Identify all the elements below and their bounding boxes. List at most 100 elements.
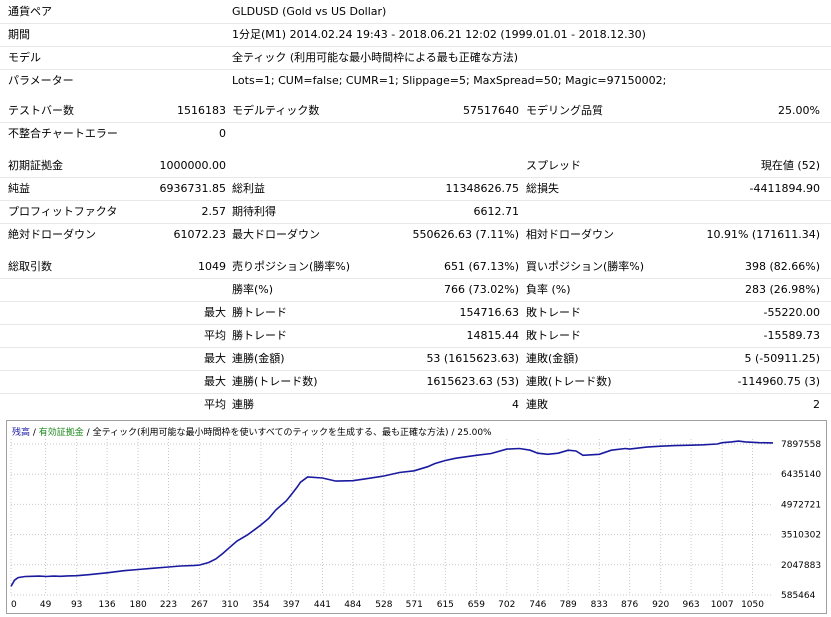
- legend-quality: 25.00%: [457, 428, 492, 438]
- legend-equity: 有効証拠金: [38, 428, 84, 438]
- spread-value: 現在値 (52): [760, 159, 820, 172]
- x-tick-label: 746: [529, 600, 546, 610]
- x-tick-label: 571: [406, 600, 423, 610]
- symbol-label: 通貨ペア: [8, 5, 52, 18]
- graph-legend: 残高 / 有効証拠金 / 全ティック(利用可能な最小時間枠を使いすべてのティック…: [12, 425, 492, 438]
- max-consec-wins-value: 53 (1615623.63): [426, 352, 519, 365]
- balance-graph: 0 49 93 136 180 223 267 310 354 397 441 484 528 571 61…: [6, 420, 827, 614]
- abs-drawdown-label: 絶対ドローダウン: [8, 228, 96, 241]
- average-profit-value: 14815.44: [466, 329, 520, 342]
- short-positions-value: 651 (67.13%): [443, 260, 519, 273]
- y-tick-label: 7897558: [781, 440, 821, 450]
- largest-loss-value: -55220.00: [763, 306, 820, 319]
- rel-drawdown-value: 10.91% (171611.34): [706, 228, 820, 241]
- parameters-value: Lots=1; CUM=false; CUMR=1; Slippage=5; M…: [232, 74, 667, 87]
- y-tick-label: 6435140: [781, 470, 821, 480]
- legend-sep: /: [30, 428, 39, 438]
- net-profit-label: 純益: [8, 182, 30, 195]
- balance-graph-svg: 0 49 93 136 180 223 267 310 354 397 441 484 528 571 61…: [10, 439, 821, 610]
- average-loss-value: -15589.73: [763, 329, 820, 342]
- quality-label: モデリング品質: [526, 104, 603, 117]
- x-tick-label: 397: [283, 600, 300, 610]
- x-tick-label: 223: [160, 600, 177, 610]
- max-consec-count-prefix: 最大: [204, 375, 226, 388]
- spread-label: スプレッド: [526, 159, 581, 172]
- legend-balance: 残高: [12, 428, 31, 438]
- avg-consec-prefix: 平均: [204, 398, 226, 411]
- y-tick-label: 4972721: [781, 500, 821, 510]
- x-tick-label: 876: [621, 600, 638, 610]
- average-profit-label: 勝トレード: [232, 329, 287, 342]
- deposit-label: 初期証拠金: [8, 159, 63, 172]
- largest-profit-value: 154716.63: [459, 306, 520, 319]
- gross-loss-label: 総損失: [526, 182, 559, 195]
- x-tick-label: 1007: [711, 600, 734, 610]
- ticks-value: 57517640: [463, 104, 519, 117]
- model-label: モデル: [8, 51, 41, 64]
- x-tick-label: 267: [191, 600, 208, 610]
- max-consec-profit-label: 連勝(トレード数): [232, 375, 318, 388]
- bars-value: 1516183: [177, 104, 226, 117]
- x-tick-label: 1050: [741, 600, 764, 610]
- x-tick-label: 441: [314, 600, 331, 610]
- x-tick-label: 963: [682, 600, 699, 610]
- loss-trades-value: 283 (26.98%): [744, 283, 820, 296]
- total-trades-label: 総取引数: [8, 260, 52, 273]
- abs-drawdown-value: 61072.23: [173, 228, 227, 241]
- gross-loss-value: -4411894.90: [749, 182, 820, 195]
- x-tick-label: 615: [437, 600, 454, 610]
- max-drawdown-value: 550626.63 (7.11%): [412, 228, 519, 241]
- x-tick-label: 354: [252, 600, 269, 610]
- ticks-label: モデルティック数: [232, 104, 320, 117]
- quality-value: 25.00%: [778, 104, 820, 117]
- mismatch-value: 0: [219, 127, 226, 140]
- long-positions-value: 398 (82.66%): [744, 260, 820, 273]
- gross-profit-label: 総利益: [232, 182, 265, 195]
- parameters-label: パラメーター: [8, 74, 74, 87]
- mismatch-label: 不整合チャートエラー: [8, 127, 118, 140]
- x-tick-label: 136: [98, 600, 115, 610]
- x-tick-label: 310: [221, 600, 238, 610]
- profit-factor-label: プロフィットファクタ: [8, 205, 118, 218]
- balance-line: [10, 440, 774, 587]
- long-positions-label: 買いポジション(勝率%): [526, 260, 645, 273]
- avg-consec-wins-value: 4: [512, 398, 519, 411]
- gross-profit-value: 11348626.75: [445, 182, 519, 195]
- x-tick-label: 789: [560, 600, 577, 610]
- largest-profit-label: 勝トレード: [232, 306, 287, 319]
- expected-payoff-label: 期待利得: [232, 205, 276, 218]
- deposit-value: 1000000.00: [159, 159, 226, 172]
- loss-trades-label: 負率 (%): [526, 283, 571, 296]
- x-tick-label: 920: [652, 600, 669, 610]
- profit-factor-value: 2.57: [201, 205, 227, 218]
- rel-drawdown-label: 相対ドローダウン: [526, 228, 614, 241]
- expected-payoff-value: 6612.71: [473, 205, 520, 218]
- x-tick-label: 484: [344, 600, 361, 610]
- max-consec-losses-value: 5 (-50911.25): [744, 352, 820, 365]
- largest-loss-label: 敗トレード: [526, 306, 581, 319]
- max-consec-loss-label: 連敗(トレード数): [526, 375, 612, 388]
- total-trades-value: 1049: [198, 260, 226, 273]
- legend-sep: /: [83, 428, 93, 438]
- max-consec-prefix: 最大: [204, 352, 226, 365]
- average-prefix: 平均: [204, 329, 226, 342]
- model-value: 全ティック (利用可能な最小時間枠による最も正確な方法): [232, 51, 519, 64]
- x-tick-label: 833: [591, 600, 608, 610]
- largest-prefix: 最大: [204, 306, 226, 319]
- bars-label: テストバー数: [8, 104, 74, 117]
- x-tick-label: 180: [130, 600, 147, 610]
- avg-consec-wins-label: 連勝: [232, 398, 254, 411]
- legend-model: 全ティック(利用可能な最小時間枠を使いすべてのティックを生成する、最も正確な方法…: [92, 428, 449, 438]
- avg-consec-losses-value: 2: [813, 398, 820, 411]
- max-drawdown-label: 最大ドローダウン: [232, 228, 320, 241]
- symbol-value: GLDUSD (Gold vs US Dollar): [232, 5, 387, 18]
- avg-consec-losses-label: 連敗: [526, 398, 548, 411]
- x-tick-label: 659: [468, 600, 485, 610]
- x-tick-label: 0: [11, 600, 17, 610]
- legend-sep: /: [448, 428, 458, 438]
- max-consec-wins-label: 連勝(金額): [232, 352, 285, 365]
- short-positions-label: 売りポジション(勝率%): [232, 260, 351, 273]
- max-consec-loss-value: -114960.75 (3): [737, 375, 820, 388]
- x-tick-label: 93: [71, 600, 82, 610]
- y-tick-label: 3510302: [781, 531, 821, 541]
